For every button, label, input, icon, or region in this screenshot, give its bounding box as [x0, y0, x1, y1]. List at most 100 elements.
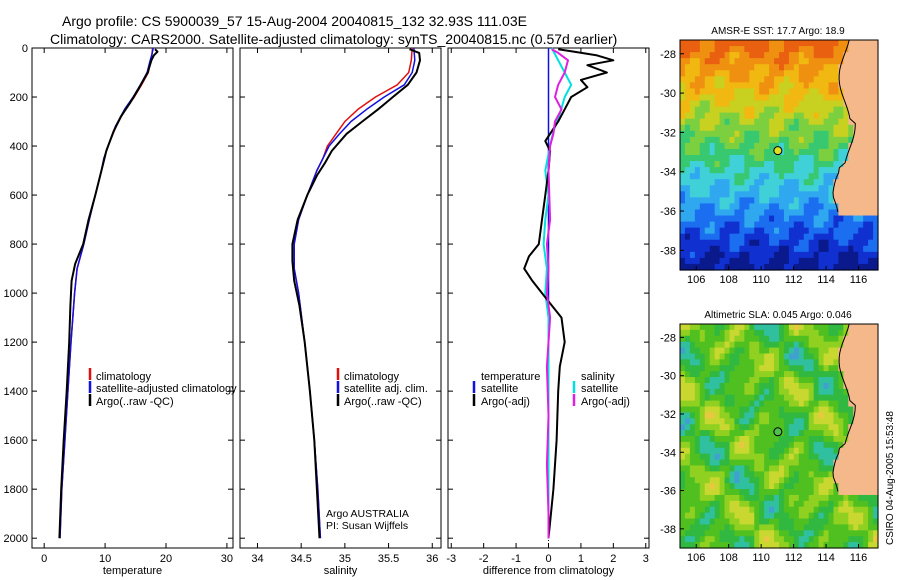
map-cell — [783, 471, 790, 478]
map-cell — [788, 382, 795, 390]
map-cell — [749, 94, 755, 102]
map-cell — [833, 382, 839, 390]
map-cell — [828, 359, 835, 366]
map-cell — [873, 46, 879, 53]
map-cell — [709, 148, 716, 156]
map-cell — [689, 388, 696, 396]
map-cell — [853, 489, 859, 496]
map-cell — [803, 70, 810, 77]
map-cell — [704, 453, 711, 461]
map-cell — [694, 263, 701, 271]
map-cell — [684, 118, 691, 126]
map-cell — [788, 394, 795, 402]
map-cell — [774, 64, 780, 71]
map-cell — [754, 130, 760, 138]
map-cell — [838, 418, 844, 425]
map-cell — [754, 494, 760, 502]
map-cell — [719, 263, 726, 271]
map-cell — [764, 239, 770, 247]
map-cell — [813, 489, 820, 496]
y-tick-label: 1600 — [4, 435, 28, 447]
map-cell — [803, 447, 810, 455]
map-cell — [823, 40, 830, 47]
map-cell — [853, 542, 859, 549]
map-cell — [714, 40, 721, 47]
map-cell — [818, 179, 825, 186]
map-cell — [694, 353, 701, 360]
map-cell — [838, 441, 844, 449]
map-cell — [680, 106, 686, 114]
map-cell — [774, 76, 780, 83]
map-cell — [749, 518, 755, 526]
map-cell — [684, 483, 691, 490]
map-cell — [699, 239, 706, 247]
map-cell — [704, 377, 711, 384]
map-cell — [843, 400, 849, 408]
map-cell — [764, 524, 770, 531]
map-cell — [689, 112, 696, 120]
argo-position-marker — [773, 427, 783, 437]
map-cell — [729, 118, 736, 126]
map-cell — [724, 82, 731, 90]
map-cell — [793, 64, 800, 71]
map-cell — [838, 227, 844, 235]
map-cell — [749, 324, 755, 331]
map-cell — [704, 465, 711, 472]
map-cell — [818, 489, 825, 496]
map-cell — [798, 179, 805, 186]
map-cell — [868, 406, 874, 414]
map-cell — [709, 233, 716, 241]
map-cell — [843, 500, 849, 508]
map-cell — [813, 453, 820, 461]
map-cell — [783, 52, 790, 59]
map-cell — [719, 82, 726, 90]
map-cell — [759, 477, 765, 484]
map-cell — [873, 52, 879, 59]
map-cell — [818, 518, 825, 526]
map-cell — [873, 251, 879, 259]
map-cell — [694, 82, 701, 90]
map-cell — [783, 459, 790, 467]
map-cell — [813, 167, 820, 174]
map-cell — [724, 489, 731, 496]
map-cell — [744, 424, 750, 431]
map-cell — [684, 58, 691, 65]
map-cell — [823, 512, 830, 520]
map-cell — [813, 394, 820, 402]
map-cell — [863, 524, 869, 531]
map-cell — [798, 239, 805, 247]
map-cell — [853, 347, 859, 355]
map-cell — [704, 530, 711, 537]
map-cell — [868, 233, 874, 241]
map-cell — [694, 148, 701, 156]
map-cell — [729, 542, 736, 549]
map-cell — [749, 536, 755, 543]
map-cell — [828, 518, 835, 526]
map-cell — [749, 148, 755, 156]
map-cell — [774, 155, 780, 162]
map-cell — [684, 453, 691, 461]
map-cell — [709, 94, 716, 102]
map-cell — [680, 191, 686, 198]
map-cell — [759, 524, 765, 531]
map-cell — [689, 353, 696, 360]
map-cell — [813, 542, 820, 549]
map-cell — [863, 542, 869, 549]
map-cell — [873, 130, 879, 138]
map-cell — [858, 371, 864, 378]
map-cell — [744, 518, 750, 526]
map-cell — [724, 347, 731, 355]
map-cell — [754, 406, 760, 414]
map-cell — [828, 324, 835, 331]
map-cell — [783, 257, 790, 265]
map-cell — [779, 459, 785, 467]
map-cell — [759, 142, 765, 150]
map-cell — [684, 447, 691, 455]
map-cell — [813, 203, 820, 211]
map-cell — [798, 341, 805, 349]
map-cell — [684, 530, 691, 537]
map-cell — [769, 251, 775, 259]
y-tick-label: -30 — [660, 371, 676, 383]
map-cell — [823, 251, 830, 259]
map-cell — [759, 106, 765, 114]
